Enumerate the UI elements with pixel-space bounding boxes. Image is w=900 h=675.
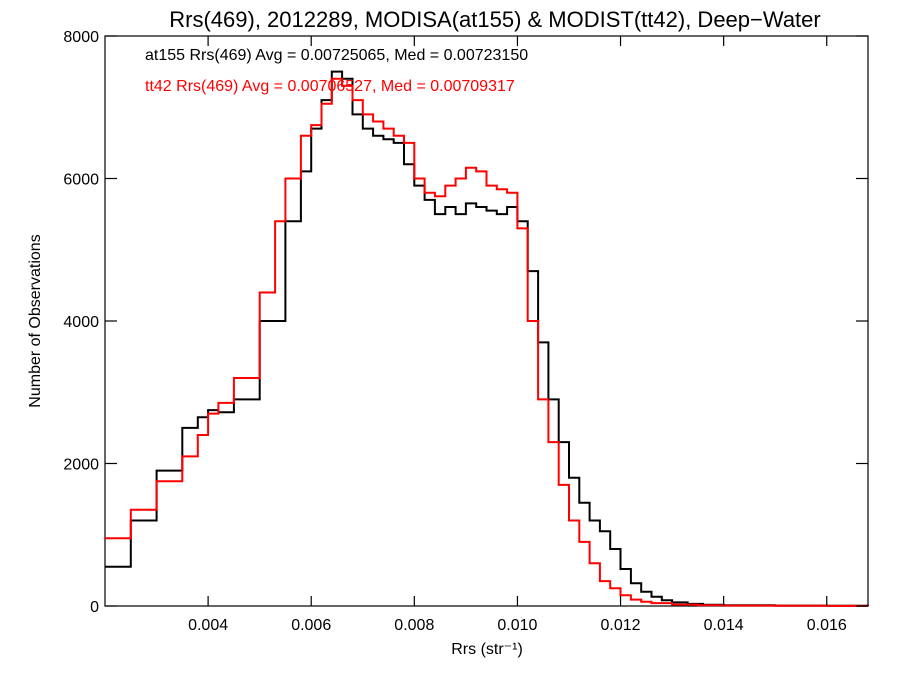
y-axis-label: Number of Observations (27, 234, 44, 407)
y-tick-label: 4000 (63, 314, 99, 331)
y-tick-label: 8000 (63, 29, 99, 46)
series-at155-line (105, 70, 869, 607)
x-tick-label: 0.006 (291, 617, 331, 634)
x-tick-label: 0.016 (807, 617, 847, 634)
x-axis-ticks: 0.004 0.006 0.008 0.010 0.012 0.014 0.016 (188, 36, 847, 634)
series-layer (105, 70, 869, 607)
chart-title: Rrs(469), 2012289, MODISA(at155) & MODIS… (169, 7, 820, 32)
x-tick-label: 0.012 (601, 617, 641, 634)
x-tick-label: 0.004 (188, 617, 228, 634)
annotation-at155-stats: at155 Rrs(469) Avg = 0.00725065, Med = 0… (145, 47, 528, 64)
series-tt42-line (105, 77, 868, 607)
x-axis-label: Rrs (str⁻¹) (451, 641, 523, 658)
x-tick-label: 0.010 (497, 617, 537, 634)
y-tick-label: 6000 (63, 172, 99, 189)
plot-frame (104, 35, 869, 607)
y-axis-ticks: 0 2000 4000 6000 8000 (63, 29, 868, 616)
x-tick-label: 0.014 (704, 617, 744, 634)
y-tick-label: 0 (90, 599, 99, 616)
x-tick-label: 0.008 (394, 617, 434, 634)
y-tick-label: 2000 (63, 457, 99, 474)
annotation-tt42-stats: tt42 Rrs(469) Avg = 0.00706527, Med = 0.… (145, 78, 515, 95)
